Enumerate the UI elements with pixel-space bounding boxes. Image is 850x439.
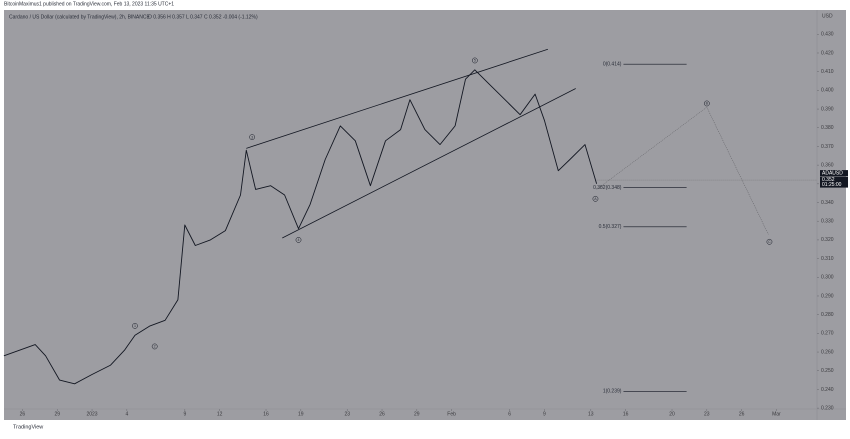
- wave-marker: [703, 100, 710, 107]
- trendline: [246, 48, 549, 149]
- y-tick-label: 0.430: [821, 32, 834, 38]
- wave-marker: [471, 57, 478, 64]
- wave-marker: [766, 238, 773, 245]
- ohlc: O 0.356 H 0.357 L 0.347 C 0.352 -0.004 (…: [148, 14, 258, 20]
- fib-label: 1(0.239): [603, 389, 622, 395]
- price-badge: [820, 176, 848, 188]
- y-tick-label: 0.410: [821, 69, 834, 75]
- x-tick-label: 9: [543, 411, 546, 417]
- y-tick-label: 0.340: [821, 200, 834, 206]
- wave-marker: [249, 134, 255, 140]
- x-tick-label: 26: [20, 411, 26, 417]
- wave-label: C: [768, 240, 771, 244]
- y-tick-label: 0.330: [821, 219, 834, 225]
- x-tick-label: 4: [125, 411, 128, 417]
- x-tick-label: 16: [263, 411, 269, 417]
- x-tick-label: 23: [344, 411, 350, 417]
- y-tick-label: 0.240: [821, 387, 834, 393]
- wave-label: A: [594, 197, 597, 201]
- x-tick-label: 20: [669, 411, 675, 417]
- y-tick-label: 0.420: [821, 50, 834, 56]
- brand: TradingView: [13, 424, 43, 430]
- last-price-label: 0.352: [822, 177, 835, 183]
- fib-label: 0(0.414): [603, 62, 622, 68]
- chart-title: Cardano / US Dollar (calculated by Tradi…: [9, 14, 150, 20]
- x-tick-label: 13: [588, 411, 594, 417]
- y-tick-label: 0.270: [821, 331, 834, 337]
- price-line: [3, 69, 598, 385]
- y-tick-label: 0.380: [821, 125, 834, 131]
- wave-marker: [151, 343, 158, 350]
- publisher: BitcoinMaximus1 published on TradingView…: [4, 1, 174, 7]
- y-tick-label: 0.390: [821, 106, 834, 112]
- x-tick-label: 16: [623, 411, 629, 417]
- wave-marker: [132, 323, 138, 329]
- y-tick-label: 0.370: [821, 144, 834, 150]
- wave-marker: [295, 237, 302, 243]
- symbol: ADAUSD: [822, 170, 843, 176]
- x-tick-label: 29: [54, 411, 60, 417]
- y-tick-label: 0.320: [821, 237, 834, 243]
- x-tick-label: Feb: [447, 411, 456, 417]
- y-tick-label: 0.400: [821, 88, 834, 94]
- y-tick-label: 0.230: [821, 405, 834, 411]
- y-tick-label: 0.290: [821, 293, 834, 299]
- symbol-badge: [820, 170, 848, 177]
- fib-label: 0.382(0.348): [593, 185, 622, 191]
- y-tick-label: 0.280: [821, 312, 834, 318]
- y-tick-label: 0.300: [821, 275, 834, 281]
- y-tick-label: 0.260: [821, 349, 834, 355]
- x-tick-label: Mar: [772, 411, 781, 417]
- x-tick-label: 2023: [86, 411, 97, 417]
- wave-marker: [592, 195, 599, 202]
- wave-label: 5: [474, 59, 476, 63]
- x-tick-label: 29: [414, 411, 420, 417]
- x-tick-label: 26: [379, 411, 385, 417]
- wave-label: 4: [298, 238, 300, 242]
- wave-label: 1: [134, 324, 136, 328]
- countdown: 01:25:00: [822, 182, 842, 188]
- x-tick-label: 9: [183, 411, 186, 417]
- trendline: [282, 88, 576, 239]
- fib-label: 0.5(0.327): [599, 224, 622, 230]
- y-tick-label: 0.310: [821, 256, 834, 262]
- y-tick-label: 0.360: [821, 162, 834, 168]
- wave-label: B: [706, 102, 709, 106]
- x-tick-label: 23: [704, 411, 710, 417]
- chart-background: [4, 10, 846, 420]
- x-tick-label: 26: [739, 411, 745, 417]
- x-tick-label: 19: [298, 411, 304, 417]
- x-tick-label: 12: [217, 411, 223, 417]
- x-tick-label: 6: [508, 411, 511, 417]
- currency: USD: [822, 13, 833, 19]
- y-tick-label: 0.250: [821, 368, 834, 374]
- wave-label: 2: [154, 345, 156, 349]
- wave-label: 3: [251, 135, 253, 139]
